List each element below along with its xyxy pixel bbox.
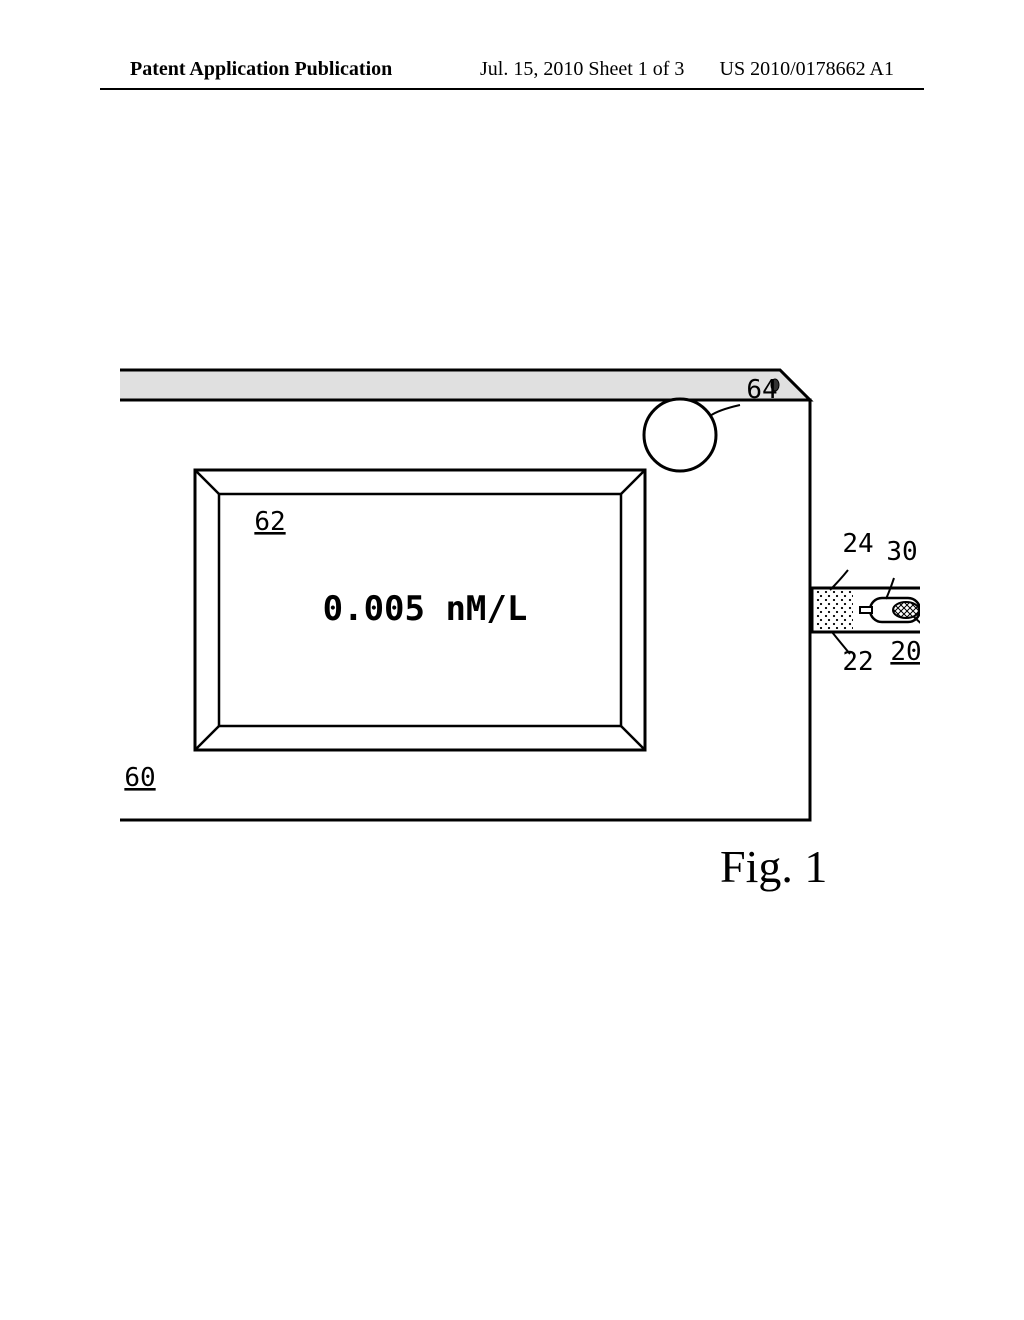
header-center: Jul. 15, 2010 Sheet 1 of 3: [480, 58, 684, 81]
figure-label: Fig. 1: [720, 840, 827, 893]
device-button[interactable]: [644, 399, 716, 471]
ref-housing: 60: [124, 763, 155, 793]
ref-lcd: 62: [254, 507, 285, 537]
ref-20: 20: [890, 637, 920, 667]
header-left: Patent Application Publication: [130, 58, 392, 81]
figure-svg: 0.005 nM/L 60 66 62 64 10: [120, 130, 920, 1090]
test-strip: 22 20 24 30 40 50: [812, 529, 920, 677]
header-right: US 2010/0178662 A1: [720, 58, 894, 81]
rotated-group: 0.005 nM/L 60 66 62 64 10: [120, 370, 920, 895]
ref-30: 30: [886, 537, 917, 567]
housing-side-face: [120, 370, 810, 400]
page: Patent Application Publication Jul. 15, …: [0, 0, 1024, 1320]
figure-area: 0.005 nM/L 60 66 62 64 10: [120, 130, 920, 1090]
ref-button: 64: [746, 375, 777, 405]
header-rule: [100, 88, 924, 90]
ref-22: 22: [842, 647, 873, 677]
lcd-readout: 0.005 nM/L: [323, 589, 528, 629]
ref-24: 24: [842, 529, 873, 559]
